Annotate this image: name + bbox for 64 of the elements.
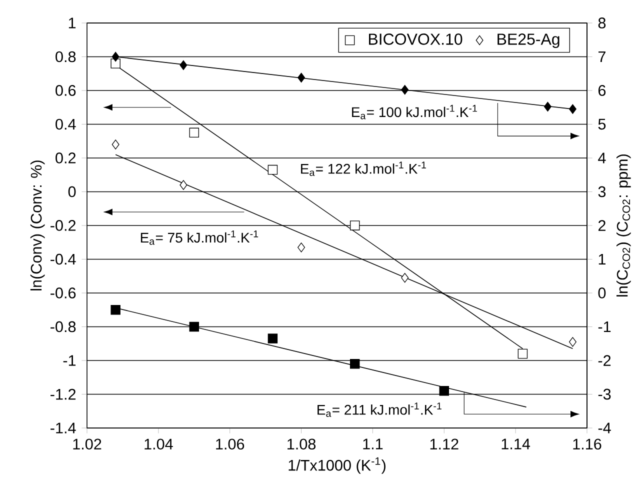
- y-tick-label: 0.6: [56, 85, 76, 96]
- y2-tick-label: -1: [598, 321, 611, 332]
- y2-tick-label: -4: [598, 422, 611, 434]
- point: [268, 334, 278, 344]
- y-tick-label: -0.6: [50, 288, 76, 298]
- y2-tick-label: 2: [598, 220, 606, 231]
- point: [298, 72, 306, 83]
- point: [439, 386, 450, 396]
- y2-tick-label: -3: [598, 388, 611, 400]
- y-tick-label: -0.8: [50, 321, 76, 332]
- point: [112, 140, 120, 150]
- annotation: E$_{a}$= 122 kJ.mol$^{-1}$.K$^{-1}$: [301, 162, 426, 176]
- point: [110, 58, 120, 68]
- point: [298, 242, 306, 252]
- y-tick-label: -0.2: [50, 220, 76, 231]
- point: [401, 272, 409, 283]
- y2-axis-title: ln(C$_{CO2}$) (C$_{CO2}$: ppm): [616, 154, 631, 296]
- y2-tick-label: 5: [598, 118, 606, 130]
- x-tick-label: 1.12: [430, 438, 458, 450]
- x-tick-label: 1.08: [288, 438, 316, 450]
- annotation: E$_{a}$= 75 kJ.mol$^{-1}$.K$^{-1}$: [140, 230, 258, 245]
- x-tick-label: 1.14: [502, 438, 530, 450]
- y-tick-label: 1: [68, 18, 76, 28]
- x-tick-label: 1.1: [363, 438, 383, 450]
- legend-label: BICOVOX.10: [368, 34, 462, 45]
- x-tick-label: 1.02: [73, 438, 102, 450]
- annotation: E$_{a}$= 100 kJ.mol$^{-1}$.K$^{-1}$: [352, 104, 477, 120]
- point: [568, 337, 576, 347]
- legend-label: BE25-Ag: [498, 34, 560, 48]
- x-tick-label: 1.04: [144, 438, 173, 450]
- y2-tick-label: 7: [598, 51, 606, 62]
- y2-tick-label: -2: [598, 355, 611, 366]
- y-tick-label: 0: [68, 186, 76, 198]
- point: [180, 60, 188, 70]
- y-tick-label: -1: [63, 355, 76, 366]
- point: [401, 84, 409, 95]
- point: [180, 180, 188, 190]
- x-tick-label: 1.16: [573, 438, 602, 450]
- y2-tick-label: 1: [598, 254, 606, 265]
- x-axis-title: 1/Tx1000 (K$^{-1}$): [288, 457, 386, 474]
- y2-tick-label: 4: [598, 152, 606, 164]
- point: [189, 322, 200, 332]
- point: [350, 220, 360, 230]
- point: [350, 358, 360, 369]
- y-tick-label: -0.4: [50, 254, 76, 265]
- y2-tick-label: 6: [598, 85, 606, 96]
- annotation: E$_{a}$= 211 kJ.mol$^{-1}$.K$^{-1}$: [318, 402, 442, 417]
- point: [268, 164, 278, 175]
- point: [568, 104, 576, 114]
- point: [544, 102, 552, 112]
- y-tick-label: -1.2: [50, 388, 76, 400]
- y2-tick-label: 3: [598, 186, 606, 198]
- point: [110, 304, 120, 315]
- y-tick-label: 0.8: [56, 51, 76, 62]
- y-tick-label: 0.4: [56, 118, 76, 130]
- x-tick-label: 1.06: [216, 438, 244, 450]
- y2-tick-label: 8: [598, 18, 606, 28]
- y2-tick-label: 0: [598, 288, 606, 298]
- y-axis-title: ln(Conv) (Conv: %): [30, 160, 45, 290]
- point: [518, 348, 528, 359]
- y-tick-label: -1.4: [50, 422, 76, 434]
- point: [112, 52, 120, 62]
- point: [189, 128, 200, 138]
- y-tick-label: 0.2: [56, 152, 76, 164]
